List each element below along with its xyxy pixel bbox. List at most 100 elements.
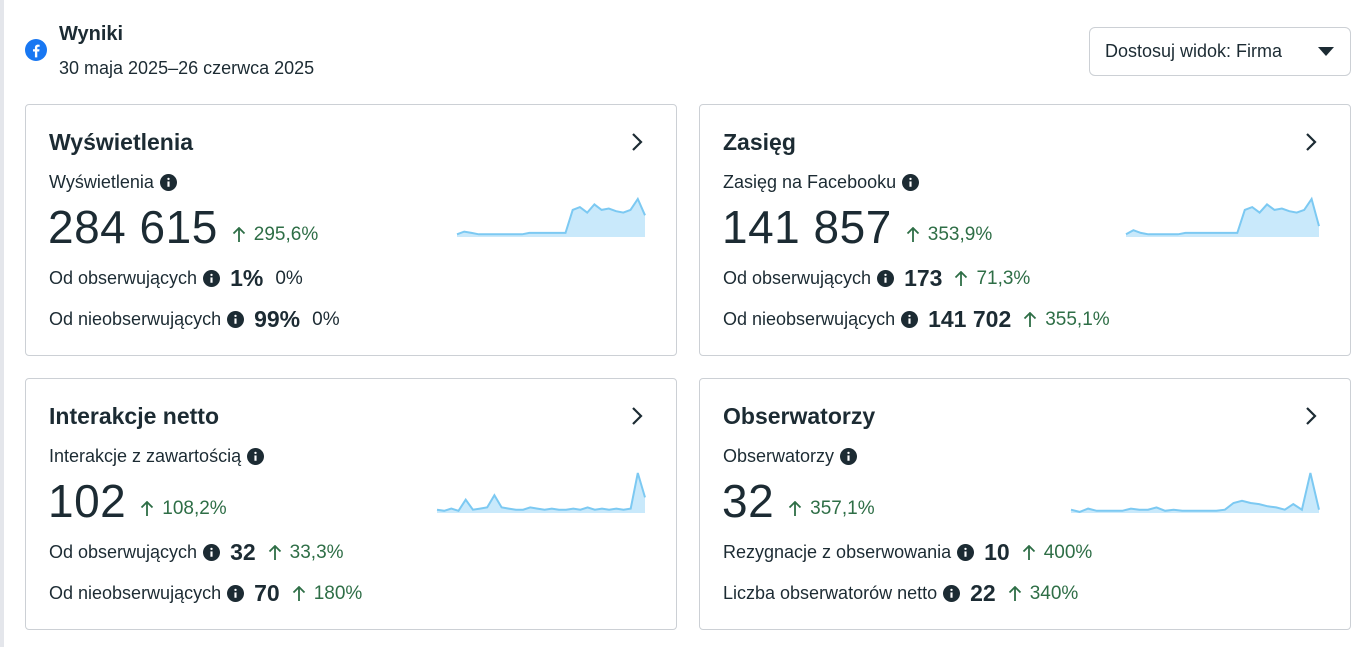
breakdown-change: 400% [1022,542,1092,564]
info-icon[interactable] [203,544,221,561]
breakdown-label: Od obserwujących [49,268,198,288]
breakdown-row: Od obserwujących 173 71,3% [723,265,1030,292]
sparkline-chart [1070,472,1320,513]
breakdown-value: 173 [904,265,943,291]
sparkline-line [1070,472,1320,513]
info-icon[interactable] [902,174,920,191]
card-title: Zasięg [723,129,796,155]
sparkline-area [1126,199,1319,237]
arrow-up-icon [268,544,281,560]
metric-value: 32 [722,475,775,527]
caret-down-icon [1318,47,1334,56]
arrow-up-icon [232,227,245,242]
metric-value-row: 284 615 295,6% [48,200,318,254]
results-header: Wyniki 30 maja 2025–26 czerwca 2025 Dost… [25,20,1351,80]
card-views[interactable]: Wyświetlenia Wyświetlenia 284 615 295,6% … [25,104,677,356]
breakdown-label: Liczba obserwatorów netto [723,583,938,603]
metric-label: Obserwatorzy [723,446,858,467]
info-icon[interactable] [877,270,895,287]
arrow-up-icon [955,270,968,286]
info-icon[interactable] [159,174,177,191]
arrow-up-icon [1022,544,1035,560]
chevron-right-icon[interactable] [1298,403,1324,429]
metric-label: Interakcje z zawartością [49,446,265,467]
breakdown-value: 141 702 [928,306,1012,332]
metric-value-row: 102 108,2% [48,474,227,528]
metric-value: 102 [48,475,127,527]
metric-value-row: 32 357,1% [722,474,875,528]
breakdown-row: Rezygnacje z obserwowania 10 400% [723,539,1092,566]
breakdown-change: 71,3% [954,268,1030,290]
card-reach[interactable]: Zasięg Zasięg na Facebooku 141 857 353,9%… [699,104,1351,356]
breakdown-label: Od nieobserwujących [723,309,896,329]
breakdown-change: 340% [1008,583,1078,605]
info-icon[interactable] [247,448,265,465]
breakdown-change: 355,1% [1023,309,1110,331]
arrow-up-icon [789,501,802,516]
info-icon[interactable] [943,585,961,602]
breakdown-value: 32 [230,539,256,565]
card-followers[interactable]: Obserwatorzy Obserwatorzy 32 357,1% Rezyg… [699,378,1351,630]
breakdown-value: 22 [970,580,996,606]
breakdown-label: Od nieobserwujących [49,309,222,329]
breakdown-value: 70 [254,580,280,606]
card-net-interactions[interactable]: Interakcje netto Interakcje z zawartością… [25,378,677,630]
sparkline-area [437,473,645,513]
breakdown-label: Od obserwujących [723,268,872,288]
date-range: 30 maja 2025–26 czerwca 2025 [59,58,315,78]
breakdown-row: Od obserwujących 1% 0% [49,265,303,292]
chevron-right-icon[interactable] [624,129,650,155]
breakdown-label: Rezygnacje z obserwowania [723,542,952,562]
chevron-right-icon[interactable] [1298,129,1324,155]
sparkline-line [436,472,646,512]
customize-view-label: Dostosuj widok: Firma [1105,41,1283,61]
sparkline-chart [1125,196,1320,237]
info-icon[interactable] [227,311,245,328]
sparkline-line [456,196,646,236]
metric-value-row: 141 857 353,9% [722,200,992,254]
info-icon[interactable] [901,311,919,328]
sparkline-chart [436,472,646,513]
breakdown-value: 99% [254,306,301,332]
metric-value: 141 857 [722,201,892,253]
info-icon[interactable] [957,544,975,561]
customize-view-button[interactable]: Dostosuj widok: Firma [1089,27,1351,76]
breakdown-row: Od nieobserwujących 99% 0% [49,306,340,333]
breakdown-value: 10 [984,539,1010,565]
breakdown-label: Od obserwujących [49,542,198,562]
breakdown-change: 0% [312,308,340,330]
sparkline-area [457,199,645,237]
info-icon[interactable] [840,448,858,465]
arrow-up-icon [141,501,154,516]
info-icon[interactable] [227,585,245,602]
breakdown-row: Od obserwujących 32 33,3% [49,539,344,566]
breakdown-label: Od nieobserwujących [49,583,222,603]
breakdown-change: 0% [275,267,303,289]
metric-change: 357,1% [788,498,875,520]
facebook-icon [25,39,47,61]
sparkline-chart [456,196,646,237]
metric-label: Wyświetlenia [49,172,177,193]
sparkline-area [1071,473,1319,513]
sparkline-line [1125,196,1320,236]
chevron-right-icon[interactable] [624,403,650,429]
breakdown-change: 180% [292,583,362,605]
breakdown-change: 33,3% [268,542,344,564]
arrow-up-icon [1024,311,1037,327]
metric-label: Zasięg na Facebooku [723,172,920,193]
card-title: Interakcje netto [49,403,219,429]
metric-change: 353,9% [906,224,992,246]
breakdown-row: Od nieobserwujących 141 702 355,1% [723,306,1110,333]
arrow-up-icon [906,227,919,242]
metric-change: 108,2% [140,498,227,520]
arrow-up-icon [292,585,305,601]
info-icon[interactable] [203,270,221,287]
metric-value: 284 615 [48,201,218,253]
left-edge-divider [0,0,4,647]
card-title: Obserwatorzy [723,403,876,429]
breakdown-row: Liczba obserwatorów netto 22 340% [723,580,1078,607]
metric-change: 295,6% [232,224,318,246]
breakdown-row: Od nieobserwujących 70 180% [49,580,362,607]
arrow-up-icon [1008,585,1021,601]
breakdown-value: 1% [230,265,264,291]
